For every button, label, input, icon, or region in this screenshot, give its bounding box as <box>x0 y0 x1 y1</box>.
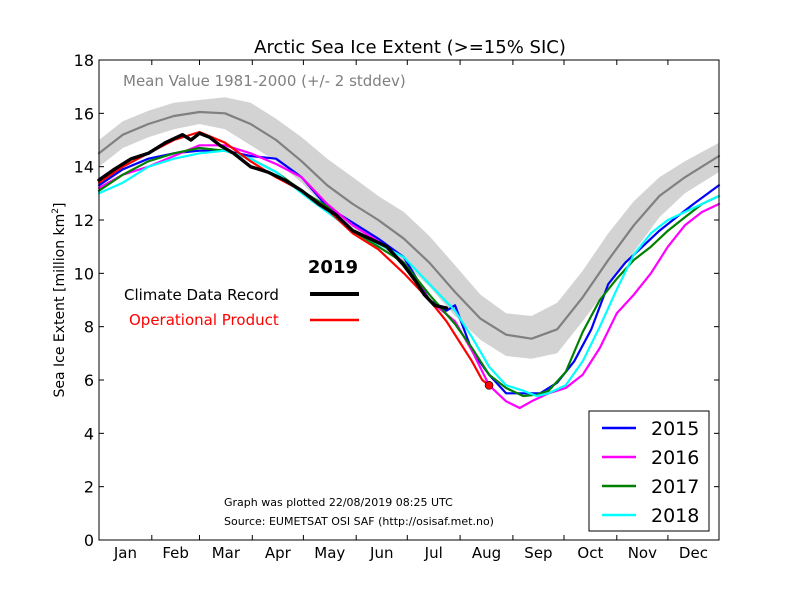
chart-title: Arctic Sea Ice Extent (>=15% SIC) <box>254 37 566 58</box>
source-note: Source: EUMETSAT OSI SAF (http://osisaf.… <box>224 515 494 528</box>
legend-years: 2015 2016 2017 2018 <box>588 410 710 532</box>
x-tick-label: Apr <box>265 544 292 562</box>
y-axis-label: Sea Ice Extent [million km2] <box>51 203 68 398</box>
x-tick-label: Dec <box>679 544 708 562</box>
y-tick-label: 12 <box>74 211 94 230</box>
series-line-2019-climate-data-record <box>97 131 449 310</box>
series-line-2018 <box>97 149 721 398</box>
x-tick-label: Sep <box>524 544 552 562</box>
legend-cdr-label: Climate Data Record <box>124 286 279 304</box>
y-tick-label: 4 <box>84 424 94 443</box>
x-tick-label: Jul <box>424 544 443 562</box>
legend-label-2015: 2015 <box>651 418 699 440</box>
y-tick-label: 10 <box>74 264 94 283</box>
latest-value-marker <box>484 381 494 390</box>
x-axis-ticks: Jan Feb Mar Apr May Jun Jul Aug Sep Oct Nov Dec <box>113 60 708 562</box>
mean-line <box>97 110 721 340</box>
legend-label-2018: 2018 <box>651 505 699 527</box>
series-line-2016 <box>97 144 721 410</box>
y-tick-label: 0 <box>84 531 94 550</box>
x-tick-label: Nov <box>628 544 657 562</box>
plotted-note: Graph was plotted 22/08/2019 08:25 UTC <box>224 496 453 509</box>
x-tick-label: Jun <box>369 544 393 562</box>
x-tick-label: Oct <box>577 544 603 562</box>
legend-label-2016: 2016 <box>651 447 699 469</box>
y-tick-label: 14 <box>74 158 94 177</box>
legend-years-box <box>588 410 710 532</box>
y-tick-label: 6 <box>84 371 94 390</box>
y-tick-label: 16 <box>74 104 94 123</box>
legend-op-label: Operational Product <box>129 311 279 329</box>
x-tick-label: May <box>314 544 345 562</box>
x-tick-label: Mar <box>212 544 241 562</box>
x-tick-label: Jan <box>113 544 137 562</box>
y-tick-label: 8 <box>84 318 94 337</box>
y-tick-label: 18 <box>74 51 94 70</box>
legend-2019: 2019 Climate Data Record Operational Pro… <box>124 257 359 329</box>
legend-label-2017: 2017 <box>651 476 699 498</box>
x-tick-label: Aug <box>472 544 501 562</box>
plot-area <box>97 97 721 410</box>
mean-value-label: Mean Value 1981-2000 (+/- 2 stddev) <box>123 72 406 90</box>
x-tick-label: Feb <box>162 544 189 562</box>
y-tick-label: 2 <box>84 478 94 497</box>
stddev-band <box>99 97 719 359</box>
legend-2019-title: 2019 <box>308 257 358 278</box>
plot-frame <box>98 59 720 541</box>
y-axis-ticks: 0 2 4 6 8 10 12 14 16 18 <box>74 51 719 550</box>
